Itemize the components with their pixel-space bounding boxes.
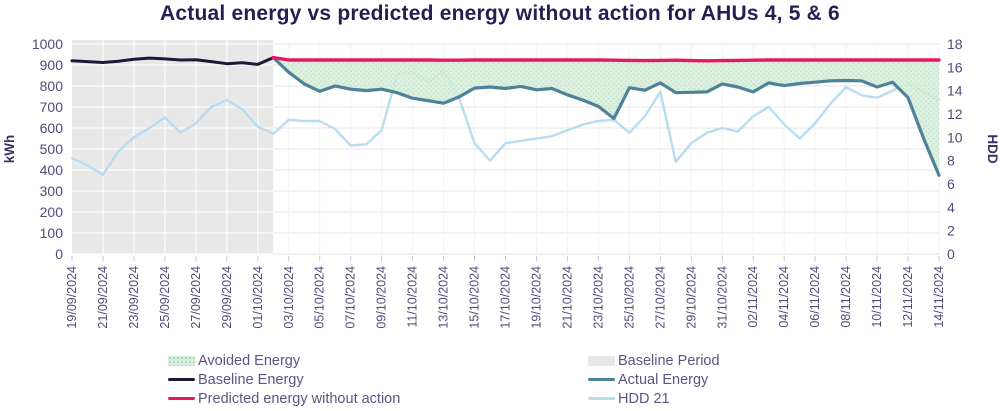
legend-swatch-line bbox=[588, 377, 615, 382]
y-axis-right-tick: 14 bbox=[947, 83, 963, 99]
x-axis-tick-label: 23/09/2024 bbox=[127, 266, 141, 329]
y-axis-left-tick: 900 bbox=[40, 57, 64, 73]
y-axis-left-tick: 0 bbox=[55, 246, 63, 262]
legend-label: HDD 21 bbox=[618, 390, 670, 407]
y-axis-right-tick: 2 bbox=[947, 223, 955, 239]
x-axis-tick-label: 01/10/2024 bbox=[251, 266, 265, 329]
y-axis-left-tick: 300 bbox=[40, 183, 64, 199]
y-axis-right-tick: 12 bbox=[947, 106, 963, 122]
x-axis-tick-label: 17/10/2024 bbox=[499, 266, 513, 329]
y-axis-right-tick: 18 bbox=[947, 36, 963, 52]
x-axis-tick-label: 10/11/2024 bbox=[870, 266, 884, 328]
legend-swatch-line bbox=[588, 396, 615, 401]
legend-swatch-line bbox=[168, 396, 195, 401]
x-axis-tick-label: 19/09/2024 bbox=[65, 266, 79, 329]
x-axis-tick-label: 21/10/2024 bbox=[560, 266, 574, 329]
legend-item-baseline-energy: Baseline Energy bbox=[168, 370, 400, 389]
y-axis-left-tick: 400 bbox=[40, 162, 64, 178]
legend-label: Baseline Energy bbox=[198, 371, 304, 388]
x-axis-tick-label: 05/10/2024 bbox=[313, 266, 327, 329]
y-axis-right-tick: 0 bbox=[947, 246, 955, 262]
x-axis-tick-label: 29/10/2024 bbox=[684, 266, 698, 329]
x-axis-tick-label: 23/10/2024 bbox=[591, 266, 605, 329]
predicted-energy-line bbox=[271, 55, 941, 63]
legend-item-actual-energy: Actual Energy bbox=[588, 370, 720, 389]
x-axis-tick-label: 07/10/2024 bbox=[344, 266, 358, 329]
y-axis-left-tick: 200 bbox=[40, 204, 64, 220]
legend-item-hdd-21: HDD 21 bbox=[588, 389, 720, 408]
legend-item-baseline-period: Baseline Period bbox=[588, 351, 720, 370]
y-axis-left-tick: 500 bbox=[40, 141, 64, 157]
chart-legend: Avoided Energy Baseline Energy Predicted e… bbox=[0, 351, 1000, 411]
baseline-energy-line bbox=[70, 56, 275, 66]
x-axis-tick-label: 31/10/2024 bbox=[715, 266, 729, 329]
legend-swatch-line bbox=[168, 377, 195, 382]
legend-swatch-band bbox=[588, 355, 615, 366]
x-axis-tick-label: 25/09/2024 bbox=[158, 266, 172, 329]
x-axis-tick-label: 11/10/2024 bbox=[406, 266, 420, 328]
y-axis-right-tick: 8 bbox=[947, 153, 955, 169]
y-axis-right-tick: 16 bbox=[947, 59, 963, 75]
y-axis-left-tick: 800 bbox=[40, 78, 64, 94]
legend-column-1: Avoided Energy Baseline Energy Predicted e… bbox=[168, 351, 400, 408]
avoided-energy-area bbox=[273, 57, 939, 176]
x-axis-tick-label: 15/10/2024 bbox=[468, 266, 482, 329]
x-axis-tick-label: 09/10/2024 bbox=[375, 266, 389, 329]
y-axis-right-title: HDD bbox=[985, 134, 1000, 163]
x-axis-tick-label: 08/11/2024 bbox=[839, 266, 853, 328]
legend-label: Predicted energy without action bbox=[198, 390, 401, 407]
x-axis-tick-label: 02/11/2024 bbox=[746, 266, 760, 328]
x-axis-tick-label: 21/09/2024 bbox=[96, 266, 110, 329]
chart-title: Actual energy vs predicted energy withou… bbox=[160, 2, 840, 25]
x-axis-tick-label: 03/10/2024 bbox=[282, 266, 296, 329]
x-axis-tick-label: 29/09/2024 bbox=[220, 266, 234, 329]
legend-label: Avoided Energy bbox=[198, 352, 301, 369]
x-axis-tick-label: 06/11/2024 bbox=[808, 266, 822, 328]
legend-swatch-area bbox=[168, 355, 195, 366]
x-axis-tick-label: 14/11/2024 bbox=[932, 266, 946, 328]
x-axis-tick-label: 19/10/2024 bbox=[530, 266, 544, 329]
x-axis-tick-label: 25/10/2024 bbox=[622, 266, 636, 329]
y-axis-left-tick: 600 bbox=[40, 120, 64, 136]
y-axis-right-tick: 6 bbox=[947, 176, 955, 192]
legend-item-avoided-energy: Avoided Energy bbox=[168, 351, 400, 370]
legend-item-predicted-energy-without-action: Predicted energy without action bbox=[168, 389, 400, 408]
y-axis-left-tick: 1000 bbox=[32, 36, 63, 52]
x-axis-tick-label: 04/11/2024 bbox=[777, 266, 791, 328]
y-axis-left-title: kWh bbox=[2, 135, 17, 164]
y-axis-right-tick: 10 bbox=[947, 129, 963, 145]
legend-label: Baseline Period bbox=[618, 352, 720, 369]
baseline-period-band bbox=[72, 40, 274, 254]
hdd-21-line bbox=[70, 69, 941, 176]
actual-energy-line bbox=[271, 55, 941, 177]
legend-label: Actual Energy bbox=[618, 371, 709, 388]
x-axis-tick-label: 12/11/2024 bbox=[901, 266, 915, 328]
legend-column-2: Baseline Period Actual Energy HDD 21 bbox=[588, 351, 720, 408]
y-axis-right-tick: 4 bbox=[947, 199, 955, 215]
y-axis-left-tick: 700 bbox=[40, 99, 64, 115]
x-axis-tick-label: 27/09/2024 bbox=[189, 266, 203, 329]
y-axis-left-tick: 100 bbox=[40, 225, 64, 241]
x-axis-tick-label: 13/10/2024 bbox=[437, 266, 451, 329]
x-axis-tick-label: 27/10/2024 bbox=[653, 266, 667, 329]
